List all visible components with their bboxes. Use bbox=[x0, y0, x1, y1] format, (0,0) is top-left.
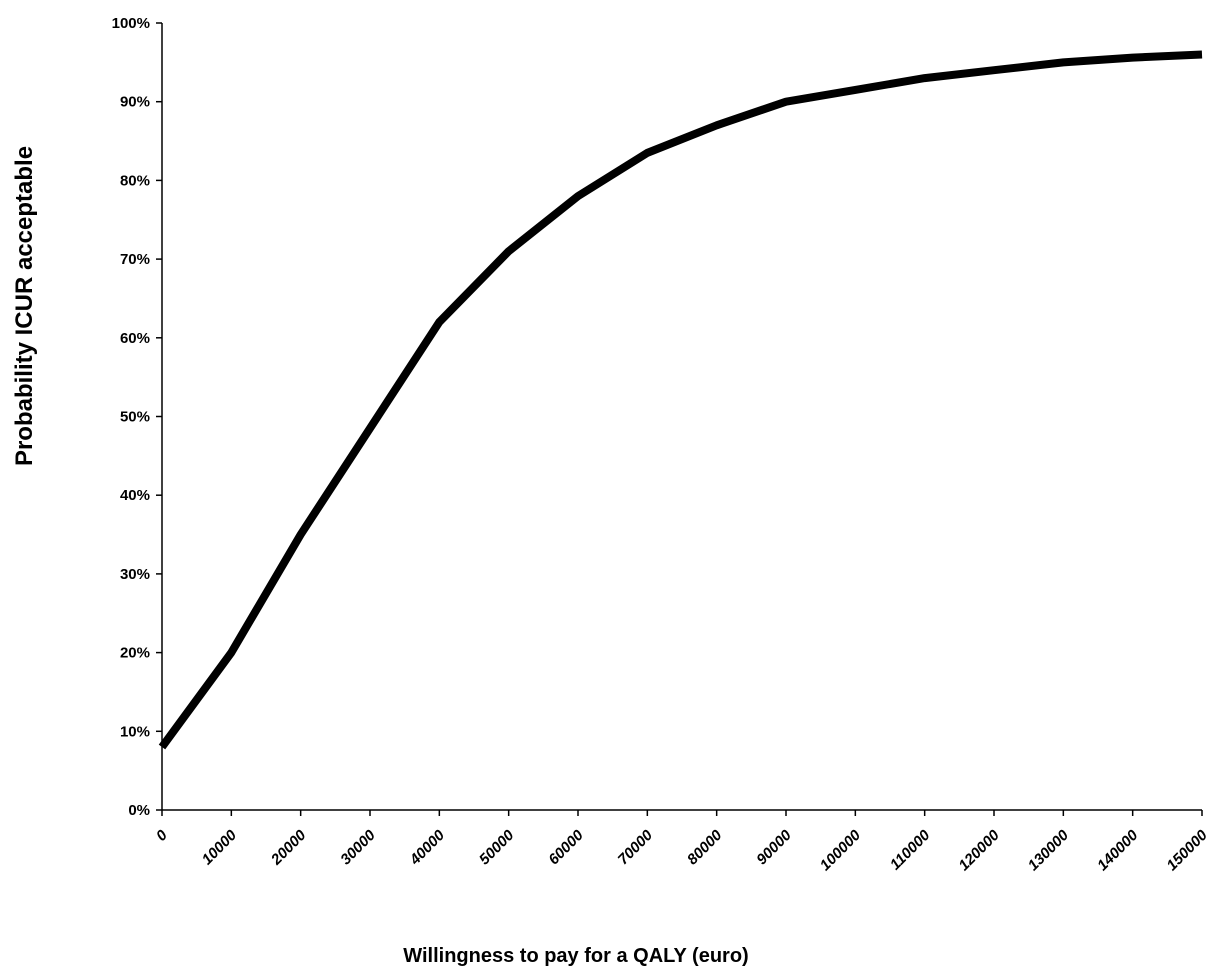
x-tick-label: 130000 bbox=[1025, 826, 1073, 874]
x-tick-label: 0 bbox=[153, 826, 171, 844]
y-tick-label: 40% bbox=[120, 487, 150, 504]
y-tick-label: 100% bbox=[112, 15, 150, 32]
x-tick-label: 50000 bbox=[476, 826, 518, 868]
x-tick-label: 120000 bbox=[955, 826, 1003, 874]
x-tick-label: 100000 bbox=[817, 826, 865, 874]
y-tick-label: 50% bbox=[120, 409, 150, 426]
x-tick-label: 70000 bbox=[615, 826, 657, 868]
x-tick-label: 90000 bbox=[753, 826, 795, 868]
x-tick-label: 110000 bbox=[887, 826, 934, 873]
x-tick-label: 40000 bbox=[406, 826, 449, 869]
y-tick-label: 30% bbox=[120, 566, 150, 583]
y-tick-label: 20% bbox=[120, 645, 150, 662]
y-axis-title: Probability ICUR acceptable bbox=[11, 146, 38, 466]
y-tick-label: 80% bbox=[120, 172, 150, 189]
series-line bbox=[158, 50, 1203, 750]
x-tick-label: 30000 bbox=[337, 826, 379, 868]
x-tick-label: 60000 bbox=[545, 826, 587, 868]
plot-area: 0% 10% 20% 30% 40% 50% 60% 70% 80% 90% 100% 0 10000 2… bbox=[112, 15, 1212, 874]
x-tick-label: 80000 bbox=[684, 826, 726, 868]
y-tick-label: 70% bbox=[120, 251, 150, 268]
x-axis-title: Willingness to pay for a QALY (euro) bbox=[403, 945, 748, 967]
y-tick-label: 60% bbox=[120, 330, 150, 347]
y-tick-label: 10% bbox=[120, 723, 150, 740]
y-tick-label: 0% bbox=[128, 802, 150, 819]
x-tick-label: 20000 bbox=[267, 826, 310, 869]
x-tick-label: 10000 bbox=[199, 826, 241, 868]
x-tick-label: 140000 bbox=[1094, 826, 1142, 874]
y-tick-label: 90% bbox=[120, 94, 150, 111]
x-tick-label: 150000 bbox=[1163, 826, 1211, 874]
